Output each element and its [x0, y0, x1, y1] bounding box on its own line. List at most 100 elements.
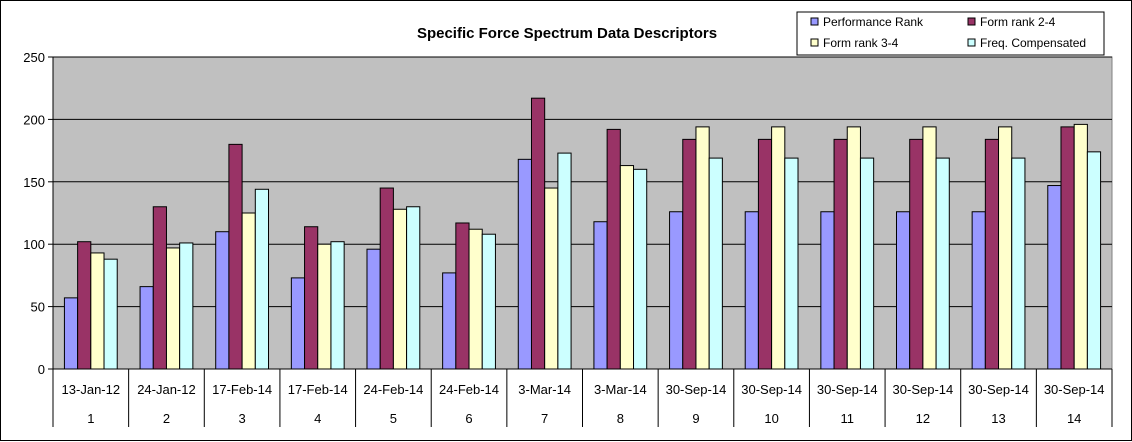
- x-tick-label: 13: [991, 411, 1005, 426]
- x-tick-label-date: 30-Sep-14: [1044, 382, 1105, 397]
- x-tick-label-date: 3-Mar-14: [594, 382, 647, 397]
- bar: [228, 143, 243, 370]
- bar: [544, 187, 559, 370]
- legend-label: Form rank 3-4: [823, 36, 899, 50]
- bar: [241, 212, 256, 370]
- y-tick-label: 200: [23, 112, 45, 127]
- bar: [304, 226, 319, 370]
- bar: [90, 252, 105, 370]
- y-tick-label: 250: [23, 50, 45, 65]
- bar: [330, 241, 345, 370]
- chart-title: Specific Force Spectrum Data Descriptors: [417, 25, 717, 42]
- bar: [165, 247, 181, 370]
- x-tick-label-date: 24-Jan-12: [137, 382, 196, 397]
- x-tick-label-date: 3-Mar-14: [518, 382, 571, 397]
- bar: [215, 231, 230, 370]
- legend-box: [796, 11, 1105, 56]
- bar: [290, 277, 306, 370]
- legend-swatch: [967, 17, 976, 26]
- bar: [669, 211, 684, 370]
- bar: [984, 138, 1000, 370]
- bar: [784, 157, 799, 370]
- y-tick-label: 150: [23, 175, 45, 190]
- x-tick-label-date: 24-Feb-14: [439, 382, 499, 397]
- bar: [859, 157, 875, 370]
- bar: [998, 126, 1013, 370]
- x-tick-label: 5: [390, 411, 397, 426]
- bar: [1086, 151, 1102, 370]
- bar: [254, 188, 270, 370]
- legend-label: Freq. Compensated: [980, 36, 1086, 50]
- bar: [846, 126, 861, 370]
- bar: [517, 158, 532, 370]
- bars: [63, 97, 1102, 370]
- bar: [379, 187, 394, 370]
- bar: [468, 228, 483, 370]
- legend: Performance Rank Form rank 2-4 Form rank 3…: [796, 11, 1105, 56]
- y-tick-label: 0: [38, 362, 45, 377]
- x-tick-label: 2: [163, 411, 170, 426]
- legend-label: Form rank 2-4: [980, 15, 1056, 29]
- bar: [317, 243, 332, 370]
- bar: [820, 211, 835, 370]
- x-tick-label-date: 17-Feb-14: [288, 382, 348, 397]
- legend-swatch: [967, 38, 976, 47]
- x-tick-label-date: 30-Sep-14: [817, 382, 878, 397]
- bar: [530, 97, 546, 370]
- x-tick-label: 3: [238, 411, 245, 426]
- bar: [757, 138, 773, 370]
- legend-swatch: [810, 17, 819, 26]
- bar: [633, 168, 648, 370]
- x-tick-label: 4: [314, 411, 321, 426]
- x-tick-label-date: 30-Sep-14: [893, 382, 954, 397]
- plot-background: [52, 56, 1113, 370]
- x-tick-label: 14: [1067, 411, 1081, 426]
- bar: [481, 233, 496, 370]
- legend-label: Performance Rank: [823, 15, 924, 29]
- bar: [771, 126, 786, 370]
- bar: [682, 138, 697, 370]
- bar: [744, 211, 759, 370]
- bar: [708, 157, 723, 370]
- x-tick-label: 6: [465, 411, 472, 426]
- bar: [139, 286, 154, 370]
- bar: [392, 208, 408, 370]
- x-tick-label: 8: [617, 411, 624, 426]
- bar: [152, 206, 167, 370]
- bar: [77, 241, 92, 370]
- x-tick-label: 11: [841, 411, 855, 426]
- bar: [1047, 185, 1062, 370]
- bar: [557, 152, 572, 370]
- bar: [695, 126, 710, 370]
- bar: [606, 128, 621, 370]
- y-tick-label: 100: [23, 237, 45, 252]
- x-tick-label: 12: [916, 411, 930, 426]
- bar: [406, 206, 421, 370]
- bar: [971, 211, 986, 370]
- bar: [895, 211, 911, 370]
- x-tick-label-date: 17-Feb-14: [212, 382, 272, 397]
- bar: [1060, 126, 1075, 370]
- x-tick-label-date: 30-Sep-14: [741, 382, 802, 397]
- bar: [619, 165, 635, 370]
- x-tick-label-date: 24-Feb-14: [363, 382, 423, 397]
- bar: [366, 248, 381, 370]
- plot-area: [52, 56, 1113, 370]
- legend-swatch: [810, 38, 819, 47]
- bar: [909, 138, 924, 370]
- y-tick-label: 50: [31, 300, 45, 315]
- x-tick-label: 10: [764, 411, 778, 426]
- bar: [103, 258, 118, 370]
- x-tick-label-date: 30-Sep-14: [968, 382, 1029, 397]
- x-tick-label: 7: [541, 411, 548, 426]
- x-tick-label-date: 30-Sep-14: [666, 382, 727, 397]
- x-tick-label: 9: [692, 411, 699, 426]
- x-tick-label-date: 13-Jan-12: [62, 382, 121, 397]
- bar: [833, 138, 848, 370]
- bar: [922, 126, 937, 370]
- bar: [1073, 123, 1088, 370]
- bar: [593, 221, 608, 370]
- bar: [935, 157, 950, 370]
